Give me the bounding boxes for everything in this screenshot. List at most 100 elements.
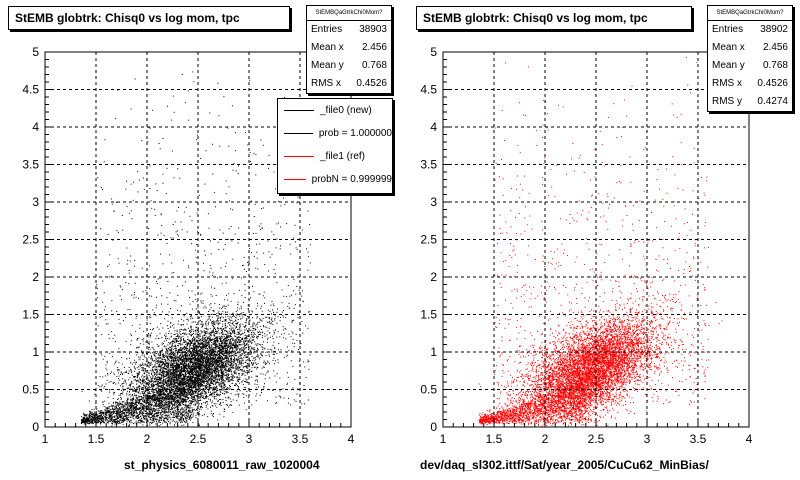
scatter-point (171, 380, 173, 382)
scatter-point (239, 349, 241, 351)
scatter-point (183, 333, 185, 335)
scatter-point (193, 371, 195, 372)
scatter-point (192, 414, 194, 416)
scatter-point (118, 379, 120, 381)
scatter-point (219, 361, 221, 363)
scatter-point (207, 360, 209, 362)
scatter-point (245, 395, 247, 397)
scatter-point (82, 420, 84, 422)
scatter-point (85, 415, 87, 417)
scatter-point (158, 143, 160, 144)
scatter-point (210, 339, 212, 341)
scatter-point (233, 330, 234, 332)
scatter-point (234, 358, 235, 360)
scatter-point (208, 311, 210, 312)
scatter-point (147, 393, 149, 395)
scatter-point (206, 356, 207, 358)
scatter-point (216, 332, 218, 334)
scatter-point (204, 345, 206, 347)
scatter-point (161, 348, 163, 350)
scatter-point (280, 349, 282, 351)
scatter-point (168, 400, 170, 402)
scatter-point (120, 396, 122, 398)
scatter-point (152, 309, 154, 311)
scatter-point (209, 339, 211, 341)
scatter-point (175, 377, 177, 378)
scatter-point (235, 366, 237, 368)
scatter-point (144, 401, 146, 403)
scatter-point (136, 394, 137, 396)
scatter-point (198, 343, 200, 345)
scatter-point (220, 386, 222, 388)
scatter-point (96, 414, 98, 415)
scatter-point (218, 400, 219, 402)
scatter-point (180, 416, 182, 418)
scatter-point (231, 359, 233, 361)
scatter-point (108, 408, 110, 410)
scatter-point (191, 367, 193, 369)
scatter-point (216, 338, 218, 340)
scatter-point (145, 385, 147, 387)
scatter-point (210, 350, 211, 352)
scatter-point (99, 422, 101, 424)
scatter-point (158, 425, 160, 427)
scatter-point (270, 304, 272, 306)
scatter-point (184, 400, 186, 402)
scatter-point (175, 336, 177, 337)
scatter-point (171, 150, 173, 152)
scatter-point (238, 356, 239, 358)
scatter-point (154, 365, 156, 367)
scatter-point (227, 304, 229, 306)
scatter-point (227, 356, 229, 358)
left-scatter-plot[interactable]: 1 1.5 2 2.5 3 3.5 400.511.522.533.544.55 (0, 0, 400, 480)
scatter-point (143, 364, 145, 366)
scatter-point (245, 409, 247, 411)
scatter-point (142, 378, 144, 380)
scatter-point (128, 370, 130, 372)
scatter-point (185, 342, 187, 344)
scatter-point (158, 420, 160, 422)
scatter-point (252, 324, 254, 326)
scatter-point (153, 391, 155, 393)
scatter-point (160, 366, 162, 368)
scatter-point (194, 372, 196, 374)
scatter-point (217, 400, 219, 402)
scatter-point (139, 324, 141, 326)
scatter-point (211, 393, 213, 395)
scatter-point (135, 317, 137, 319)
scatter-point (211, 380, 213, 382)
scatter-point (105, 319, 107, 321)
scatter-point (149, 265, 150, 267)
scatter-point (134, 404, 136, 406)
scatter-point (103, 411, 105, 413)
scatter-point (117, 417, 119, 419)
scatter-point (231, 278, 233, 280)
scatter-point (164, 376, 166, 377)
scatter-point (226, 363, 228, 365)
scatter-point (102, 420, 104, 422)
scatter-point (164, 337, 166, 339)
scatter-point (293, 308, 295, 309)
scatter-point (207, 381, 209, 383)
scatter-point (135, 399, 137, 401)
scatter-point (169, 352, 171, 354)
scatter-point (226, 358, 228, 360)
scatter-point (242, 343, 244, 345)
scatter-point (200, 408, 202, 410)
scatter-point (170, 419, 172, 421)
scatter-point (161, 412, 163, 414)
scatter-point (188, 267, 190, 269)
scatter-point (218, 333, 220, 335)
scatter-point (96, 420, 98, 422)
scatter-point (201, 372, 203, 374)
scatter-point (195, 257, 197, 259)
scatter-point (100, 418, 101, 420)
scatter-point (198, 412, 200, 414)
scatter-point (263, 348, 265, 350)
scatter-point (292, 338, 294, 340)
scatter-point (211, 354, 213, 356)
scatter-point (95, 410, 97, 412)
scatter-point (150, 417, 152, 418)
scatter-point (182, 369, 184, 371)
scatter-point (139, 364, 141, 366)
